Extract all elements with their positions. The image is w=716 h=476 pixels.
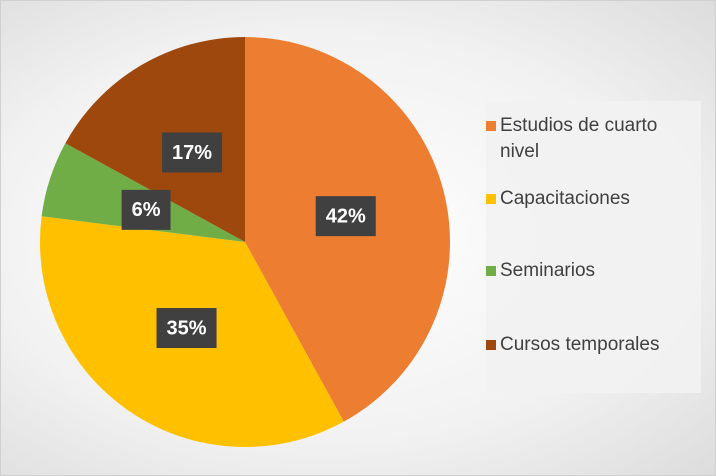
legend: Estudios de cuarto nivel Capacitaciones Se…	[486, 101, 701, 393]
legend-entry: Capacitaciones	[486, 186, 696, 212]
legend-swatch	[486, 121, 496, 131]
data-label-box	[315, 196, 376, 237]
data-label-text: 42%	[326, 205, 366, 227]
legend-entry: Estudios de cuarto nivel	[486, 113, 696, 165]
data-label: 42%	[315, 196, 376, 237]
pie-slice	[65, 37, 245, 242]
legend-label: Estudios de cuarto nivel	[500, 115, 658, 162]
legend-label: Seminarios	[500, 260, 596, 281]
data-label: 6%	[121, 189, 171, 230]
data-label-text: 17%	[172, 142, 212, 164]
legend-label: Capacitaciones	[500, 188, 630, 209]
legend-swatch	[486, 340, 496, 350]
data-label-text: 6%	[132, 199, 161, 221]
legend-swatch	[486, 194, 496, 204]
legend-entry: Seminarios	[486, 258, 696, 284]
data-label-box	[156, 308, 217, 349]
data-label-box	[121, 189, 171, 230]
data-label-box	[162, 132, 223, 173]
data-label-text: 35%	[167, 317, 207, 339]
legend-entry: Cursos temporales	[486, 332, 696, 358]
data-label: 35%	[156, 308, 217, 349]
legend-swatch	[486, 266, 496, 276]
legend-label: Cursos temporales	[500, 334, 660, 355]
data-label: 17%	[162, 132, 223, 173]
